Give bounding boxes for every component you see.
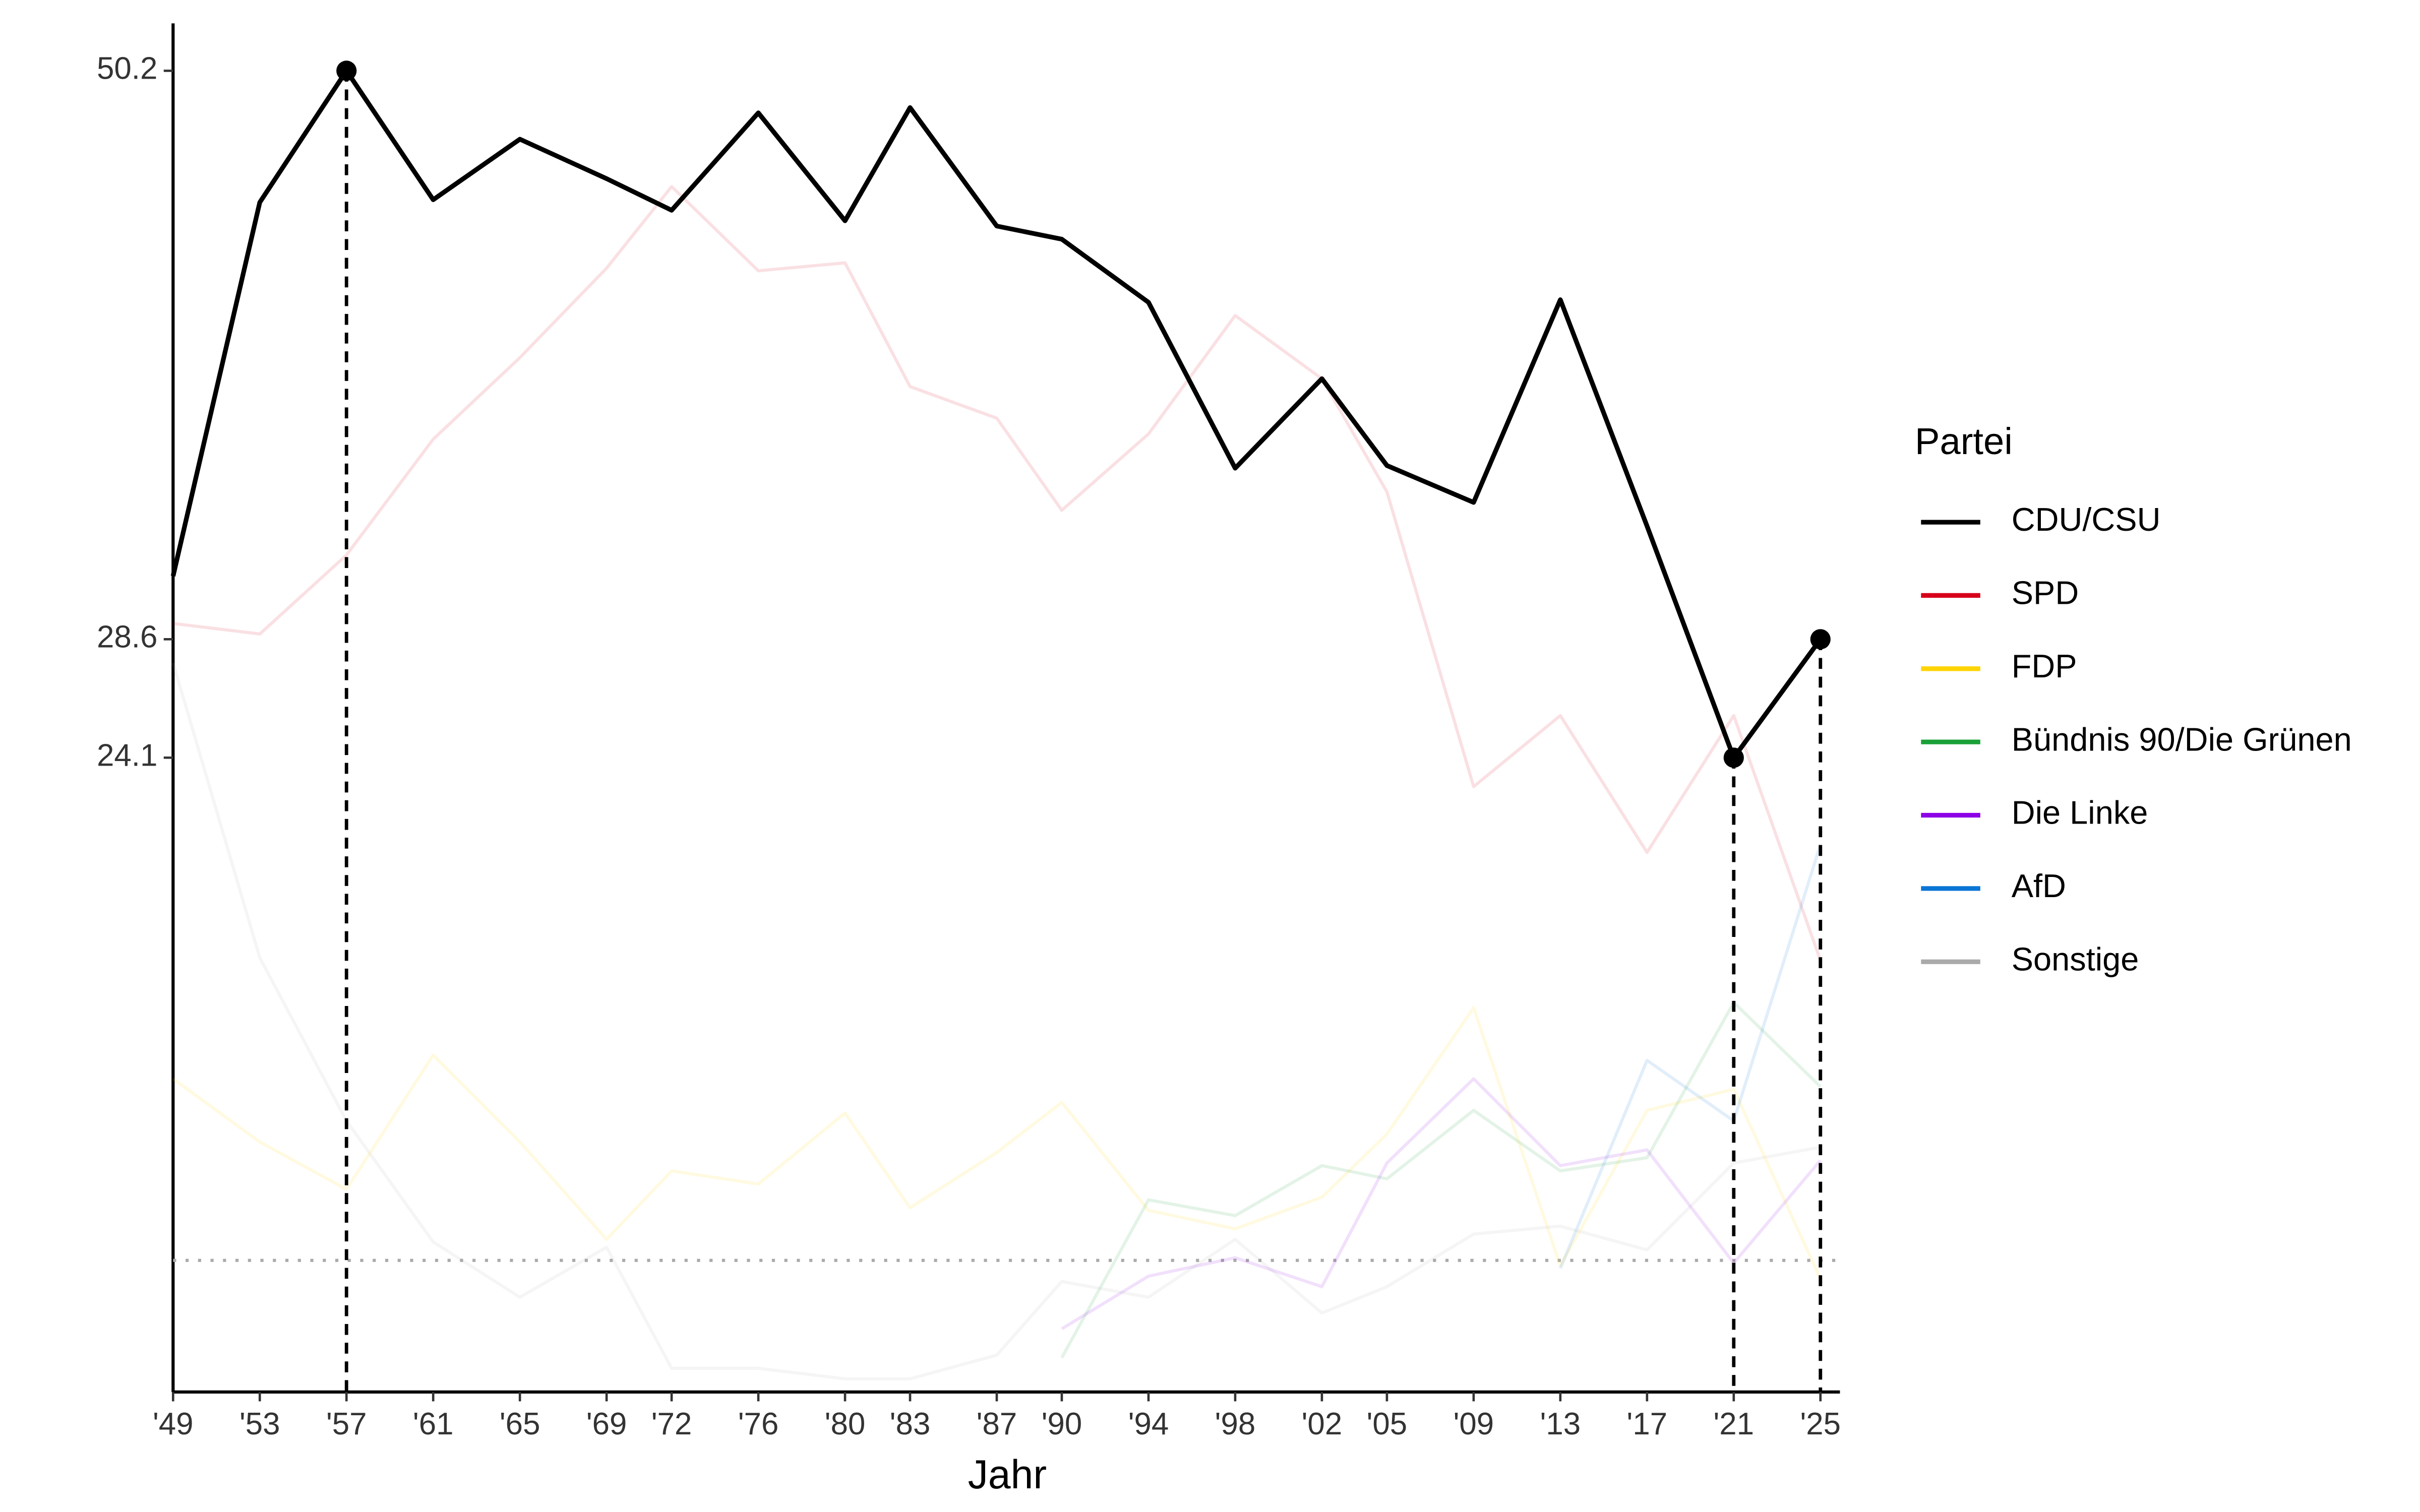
x-tick-label: '05 [1367,1407,1408,1441]
legend-label: CDU/CSU [2012,501,2161,538]
highlight-point [1810,629,1831,650]
x-tick-label: '57 [326,1407,367,1441]
x-tick-label: '76 [738,1407,779,1441]
legend-label: Bündnis 90/Die Grünen [2012,721,2352,758]
series-line [170,68,1823,760]
x-tick-label: '87 [977,1407,1017,1441]
x-tick-label: '72 [651,1407,692,1441]
x-tick-label: '69 [586,1407,627,1441]
legend-label: AfD [2012,867,2066,904]
x-axis-title: Jahr [968,1452,1047,1497]
x-tick-label: '13 [1540,1407,1581,1441]
x-tick-label: '17 [1627,1407,1668,1441]
x-tick-label: '21 [1714,1407,1754,1441]
legend-label: FDP [2012,648,2077,684]
x-tick-label: '80 [825,1407,866,1441]
series-line [1061,1077,1822,1331]
x-tick-label: '02 [1302,1407,1343,1441]
series-line [1060,1000,1822,1359]
x-tick-label: '61 [413,1407,454,1441]
highlight-point [1723,747,1744,768]
x-tick-label: '90 [1042,1407,1082,1441]
series-line [1559,844,1822,1269]
x-tick-label: '09 [1454,1407,1494,1441]
y-tick-label: 50.2 [97,51,157,86]
x-tick-label: '83 [890,1407,931,1441]
x-tick-label: '65 [500,1407,540,1441]
series-line [171,662,1821,1380]
x-tick-label: '94 [1128,1407,1169,1441]
legend-label: Die Linke [2012,794,2148,831]
legend-label: SPD [2012,575,2079,611]
series-line [172,185,1822,961]
x-tick-label: '49 [153,1407,194,1441]
series-line [172,1006,1822,1280]
y-tick-label: 28.6 [97,620,157,655]
x-tick-label: '53 [239,1407,280,1441]
legend-label: Sonstige [2012,940,2139,977]
legend-title: Partei [1915,420,2013,462]
y-tick-label: 24.1 [97,738,157,773]
x-tick-label: '98 [1215,1407,1256,1441]
x-tick-label: '25 [1800,1407,1841,1441]
highlight-point [336,60,357,81]
